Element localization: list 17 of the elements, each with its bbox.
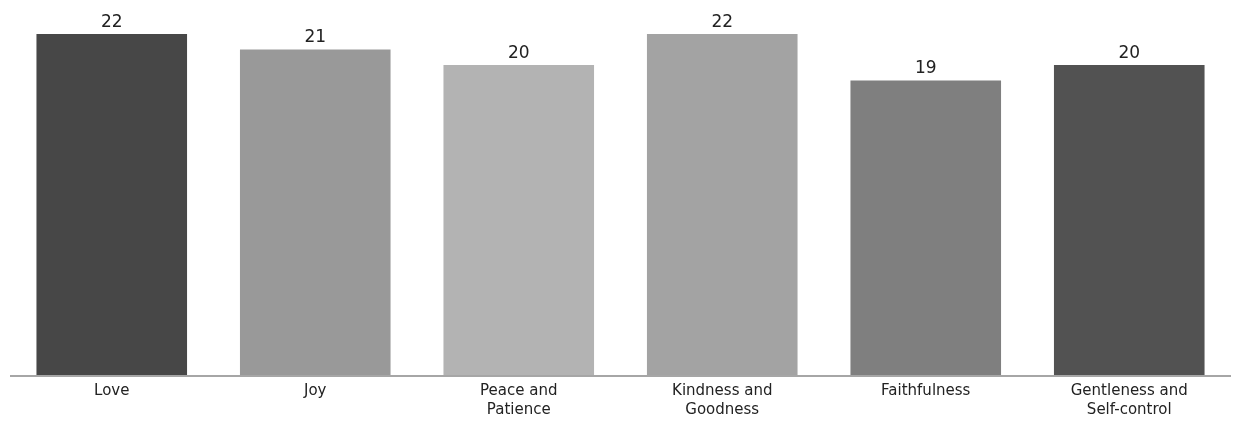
data-label: 20: [1118, 41, 1141, 62]
data-label: 21: [304, 26, 327, 47]
x-tick-label: Kindness and Goodness: [672, 380, 773, 419]
x-tick-label: Faithfulness: [881, 380, 971, 399]
bar: [239, 49, 391, 375]
x-tick-label: Joy: [303, 380, 327, 399]
data-label: 19: [914, 57, 937, 78]
data-label: 22: [711, 10, 734, 31]
bar: [443, 64, 595, 375]
x-tick-label: Gentleness and Self-control: [1070, 380, 1188, 419]
x-tick-label: Love: [94, 380, 130, 399]
bar: [1053, 64, 1205, 375]
bar: [36, 33, 188, 375]
bar: [850, 80, 1002, 375]
data-label: 22: [100, 10, 123, 31]
x-tick-label: Peace and Patience: [480, 380, 558, 419]
data-label: 20: [507, 41, 530, 62]
